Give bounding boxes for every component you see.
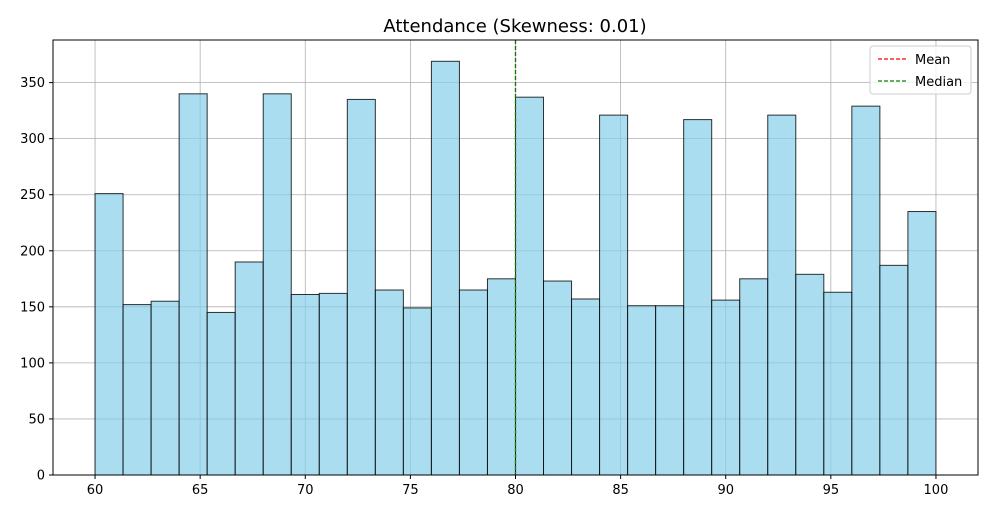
- histogram-bar: [907, 211, 937, 476]
- histogram-bar: [206, 311, 236, 476]
- histogram-bar: [430, 60, 460, 476]
- histogram-bar: [402, 307, 432, 476]
- x-tick-label: 80: [507, 483, 524, 498]
- histogram-bar: [543, 280, 573, 476]
- histogram-bar: [879, 264, 909, 476]
- x-tick-label: 60: [87, 483, 104, 498]
- histogram-bar: [711, 299, 741, 476]
- histogram-bar: [627, 305, 657, 476]
- histogram-bar: [571, 298, 601, 476]
- chart-title: Attendance (Skewness: 0.01): [383, 16, 646, 37]
- y-tick-label: 0: [37, 469, 45, 484]
- y-tick-label: 300: [20, 132, 45, 147]
- histogram-bar: [823, 291, 853, 476]
- x-tick-label: 100: [924, 483, 949, 498]
- histogram-bar: [318, 292, 348, 476]
- histogram-bar: [94, 193, 124, 476]
- histogram-bar: [374, 289, 404, 476]
- histogram-bar: [178, 93, 208, 476]
- histogram-bar: [599, 114, 629, 476]
- histogram-bar: [290, 293, 320, 476]
- histogram-bar: [514, 96, 545, 476]
- y-tick-label: 350: [20, 76, 45, 91]
- histogram-bar: [346, 98, 376, 476]
- histogram-bar: [739, 278, 769, 476]
- histogram-bar: [683, 119, 713, 476]
- histogram-bar: [150, 300, 180, 476]
- histogram-bar: [234, 261, 264, 476]
- legend-median-label: Median: [915, 75, 962, 90]
- histogram-bar: [655, 305, 685, 476]
- histogram-bar: [458, 289, 488, 476]
- histogram-bars: [94, 60, 937, 476]
- y-tick-label: 150: [20, 300, 45, 315]
- x-tick-label: 85: [612, 483, 629, 498]
- histogram-bar: [122, 304, 152, 476]
- histogram-bar: [767, 114, 797, 476]
- y-tick-label: 250: [20, 188, 45, 203]
- x-axis-ticks: 60 65 70 75 80 85 90 95 100: [87, 475, 949, 498]
- legend-box: [869, 45, 972, 95]
- legend: Mean Median: [869, 45, 972, 95]
- histogram-bar: [486, 278, 516, 476]
- x-tick-label: 70: [297, 483, 314, 498]
- histogram-bar: [851, 105, 881, 476]
- y-tick-label: 50: [28, 412, 45, 427]
- histogram-bar: [262, 93, 292, 476]
- y-tick-label: 100: [20, 356, 45, 371]
- y-tick-label: 200: [20, 244, 45, 259]
- histogram-bar: [795, 273, 825, 476]
- x-tick-label: 95: [823, 483, 840, 498]
- legend-mean-label: Mean: [915, 53, 950, 68]
- x-tick-label: 65: [192, 483, 209, 498]
- y-axis-ticks: 0 50 100 150 200 250 300 350: [20, 76, 53, 484]
- x-tick-label: 90: [717, 483, 734, 498]
- x-tick-label: 75: [402, 483, 419, 498]
